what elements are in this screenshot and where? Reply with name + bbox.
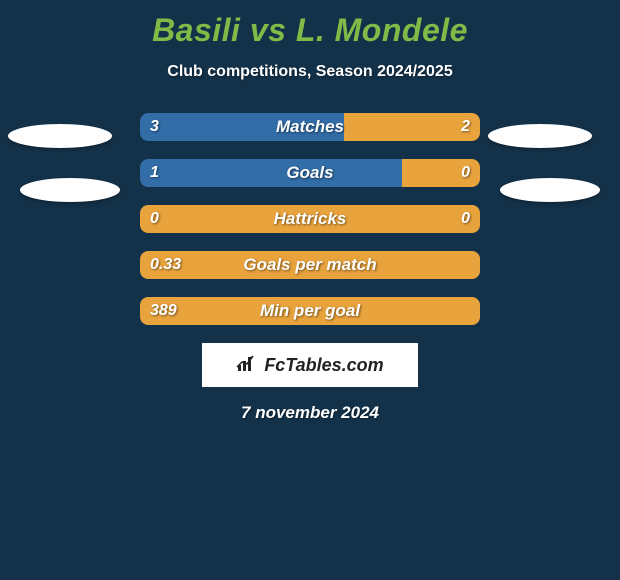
bar-left: [140, 113, 344, 141]
stat-value-right: 0: [461, 205, 470, 233]
stat-value-left: 3: [150, 113, 159, 141]
brand-text: FcTables.com: [264, 355, 383, 376]
chart-icon: [236, 353, 258, 378]
bar-track: 10Goals: [140, 159, 480, 187]
player-ellipse: [8, 124, 112, 148]
bar-right: [344, 113, 480, 141]
stat-value-right: 2: [461, 113, 470, 141]
stat-row: 00Hattricks: [0, 205, 620, 233]
stat-value-left: 0: [150, 205, 159, 233]
bar-left: [140, 205, 480, 233]
stat-value-left: 0.33: [150, 251, 181, 279]
stat-value-left: 389: [150, 297, 177, 325]
date-label: 7 november 2024: [0, 403, 620, 423]
player-ellipse: [500, 178, 600, 202]
brand-box: FcTables.com: [202, 343, 418, 387]
bar-track: 32Matches: [140, 113, 480, 141]
bar-left: [140, 297, 480, 325]
player-ellipse: [20, 178, 120, 202]
subtitle: Club competitions, Season 2024/2025: [0, 63, 620, 81]
stat-value-right: 0: [461, 159, 470, 187]
bar-track: 389Min per goal: [140, 297, 480, 325]
bar-track: 0.33Goals per match: [140, 251, 480, 279]
stat-row: 0.33Goals per match: [0, 251, 620, 279]
player-ellipse: [488, 124, 592, 148]
stat-row: 389Min per goal: [0, 297, 620, 325]
bar-left: [140, 251, 480, 279]
bar-track: 00Hattricks: [140, 205, 480, 233]
comparison-infographic: Basili vs L. Mondele Club competitions, …: [0, 0, 620, 580]
bar-left: [140, 159, 402, 187]
stat-value-left: 1: [150, 159, 159, 187]
page-title: Basili vs L. Mondele: [0, 0, 620, 49]
